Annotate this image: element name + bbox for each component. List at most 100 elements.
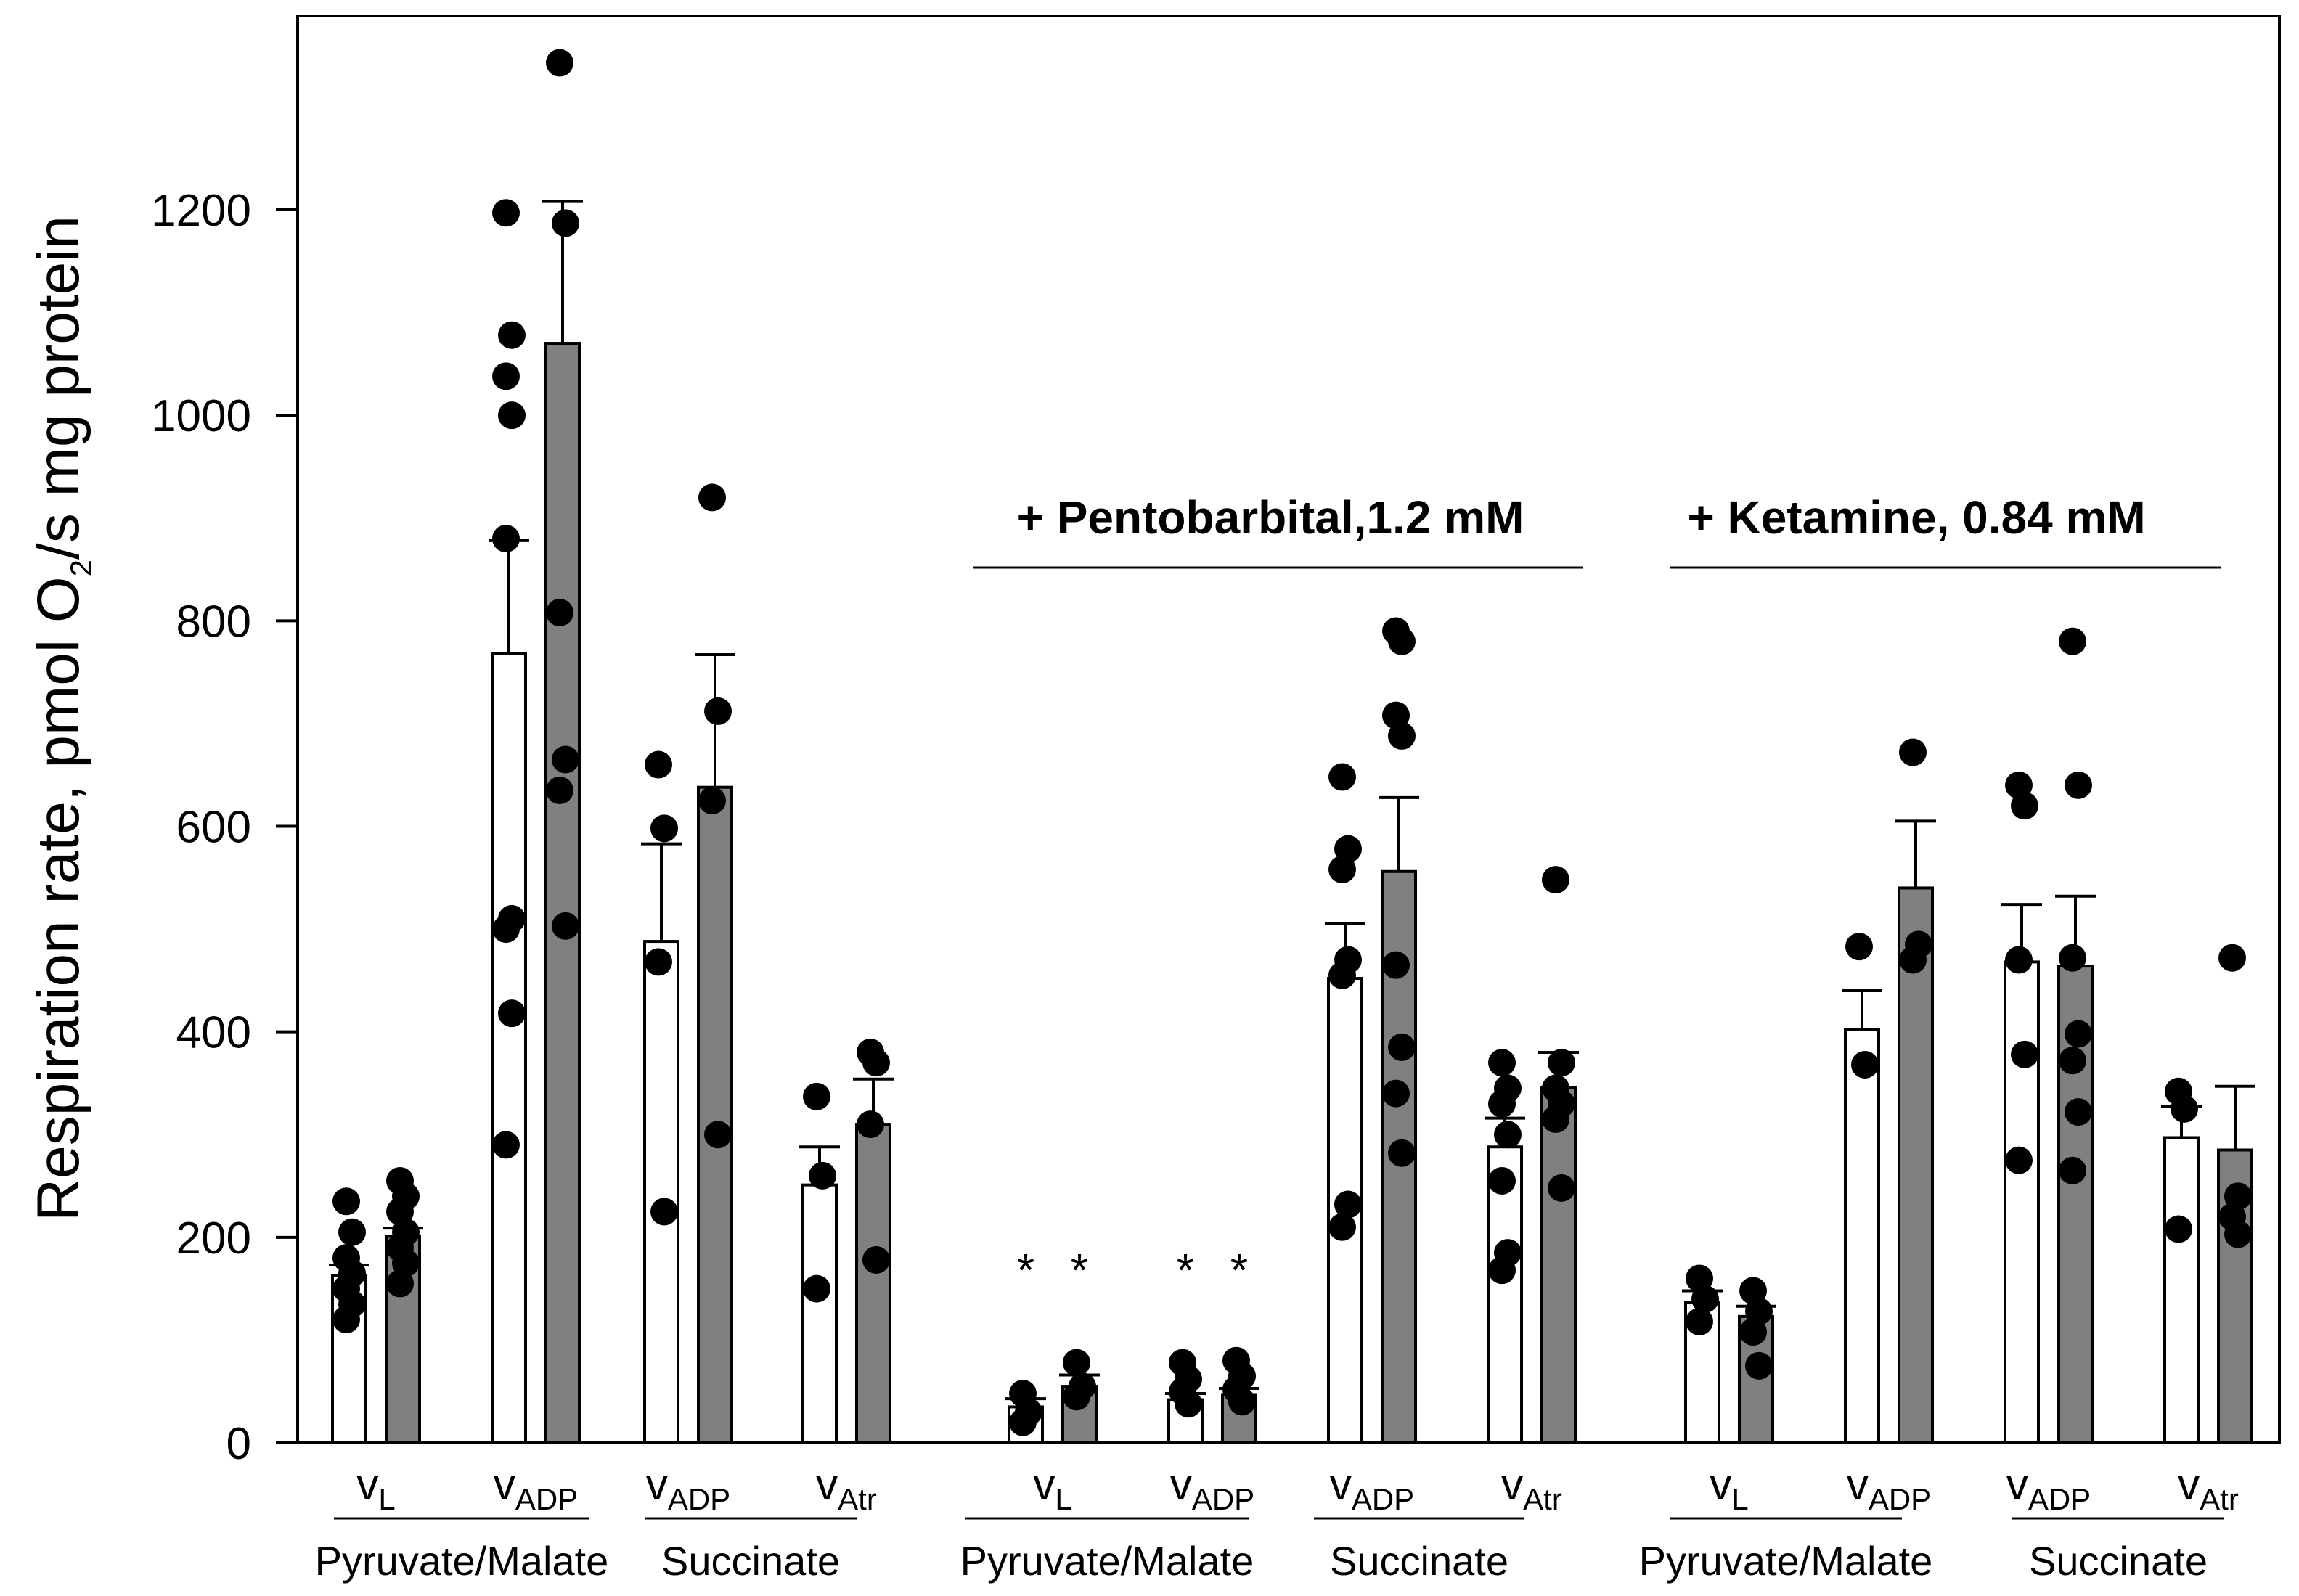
substrate-group-label: Pyruvate/Malate	[960, 1538, 1254, 1584]
rate-subscript: ADP	[1869, 1482, 1931, 1516]
bar	[1844, 1028, 1880, 1444]
bar	[801, 1183, 838, 1445]
rate-subscript: Atr	[838, 1482, 877, 1516]
data-point	[1851, 1050, 1879, 1079]
rate-symbol: v	[2006, 1460, 2028, 1509]
data-point	[1388, 721, 1416, 750]
rate-subscript: L	[378, 1482, 395, 1516]
data-point	[803, 1082, 830, 1110]
data-point	[698, 787, 726, 815]
points-layer	[332, 49, 2252, 1436]
data-point	[2005, 946, 2033, 974]
x-tick-label: vAtr	[1501, 1460, 1562, 1516]
data-point	[1388, 1139, 1416, 1167]
x-tick-label: vADP	[2006, 1460, 2091, 1516]
data-point	[2065, 1020, 2092, 1048]
data-point	[498, 401, 526, 430]
rate-symbol: v	[1501, 1460, 1523, 1509]
data-point	[1328, 1213, 1356, 1241]
treatment-labels: + Pentobarbital,1.2 mM + Ketamine, 0.84 m…	[973, 491, 2221, 569]
data-point	[862, 1049, 890, 1077]
bar	[1487, 1145, 1523, 1444]
data-point	[862, 1245, 890, 1274]
data-point	[546, 599, 573, 627]
x-tick-label: vAtr	[2178, 1460, 2239, 1516]
bar	[855, 1123, 891, 1444]
x-tick-label: vADP	[1170, 1460, 1254, 1516]
data-point	[2059, 1047, 2086, 1075]
bar	[1540, 1086, 1577, 1445]
data-point	[552, 745, 579, 774]
data-point	[492, 525, 520, 553]
substrate-group-label: Succinate	[2029, 1538, 2208, 1584]
data-point	[1382, 1079, 1410, 1108]
x-tick-label: vAtr	[816, 1460, 877, 1516]
y-tick-label: 1000	[151, 391, 251, 441]
data-point	[1494, 1121, 1522, 1149]
rate-symbol: v	[646, 1460, 668, 1509]
rate-symbol: v	[1847, 1460, 1869, 1509]
y-axis-ticks: 0 200 400 600 800 1000 1200	[151, 186, 298, 1469]
x-tick-label: vADP	[646, 1460, 730, 1516]
data-point	[1488, 1166, 1516, 1195]
y-tick-label: 200	[176, 1214, 251, 1264]
data-point	[2005, 1146, 2033, 1174]
data-point	[645, 948, 672, 976]
data-point	[1745, 1351, 1773, 1380]
data-point	[1334, 1190, 1362, 1219]
data-point	[492, 1131, 520, 1159]
data-point	[2059, 1156, 2086, 1184]
data-point	[552, 912, 579, 940]
data-point	[803, 1274, 830, 1303]
y-axis-label: Respiration rate, pmol O2/s mg protein	[25, 216, 98, 1221]
substrate-group-label: Pyruvate/Malate	[1639, 1538, 1933, 1584]
bars-layer: * * * *	[329, 200, 2255, 1445]
data-point	[1899, 738, 1927, 766]
bar	[643, 940, 679, 1445]
data-point	[546, 49, 573, 77]
rate-subscript: ADP	[2028, 1482, 2091, 1516]
data-point	[1388, 627, 1416, 655]
rate-subscript: Atr	[1523, 1482, 1562, 1516]
data-point	[2224, 1220, 2252, 1248]
data-point	[492, 915, 520, 944]
data-point	[492, 362, 520, 390]
data-point	[809, 1161, 836, 1190]
y-tick-label: 800	[176, 597, 251, 647]
data-point	[2065, 1098, 2092, 1126]
significance-star: *	[1230, 1244, 1249, 1296]
data-point	[704, 697, 732, 725]
y-tick-label: 0	[226, 1419, 251, 1469]
rate-subscript: L	[1731, 1482, 1748, 1516]
data-point	[1899, 946, 1927, 974]
data-point	[650, 1198, 678, 1226]
data-point	[1739, 1318, 1767, 1346]
data-point	[2218, 944, 2246, 972]
data-point	[2059, 944, 2086, 972]
data-point	[1382, 951, 1410, 979]
data-point	[1488, 1089, 1516, 1118]
y-tick-label: 400	[176, 1008, 251, 1058]
substrate-group-label: Succinate	[1330, 1538, 1508, 1584]
x-tick-label: vL	[1710, 1460, 1748, 1516]
data-point	[857, 1110, 884, 1139]
treatment-label: + Pentobarbital,1.2 mM	[1017, 491, 1524, 544]
y-tick-label: 1200	[151, 186, 251, 236]
data-point	[2171, 1094, 2198, 1123]
x-tick-label: vL	[356, 1460, 395, 1516]
x-tick-label: vADP	[494, 1460, 578, 1516]
data-point	[1488, 1049, 1516, 1077]
bar	[2163, 1136, 2200, 1445]
data-point	[704, 1121, 732, 1149]
data-point	[1542, 1105, 1569, 1134]
rate-symbol: v	[1710, 1460, 1731, 1509]
data-point	[1548, 1049, 1575, 1077]
data-point	[2165, 1215, 2192, 1243]
data-point	[1388, 1033, 1416, 1061]
data-point	[2011, 792, 2038, 820]
bar	[491, 652, 527, 1444]
rate-symbol: v	[1330, 1460, 1352, 1509]
data-point	[1488, 1256, 1516, 1285]
